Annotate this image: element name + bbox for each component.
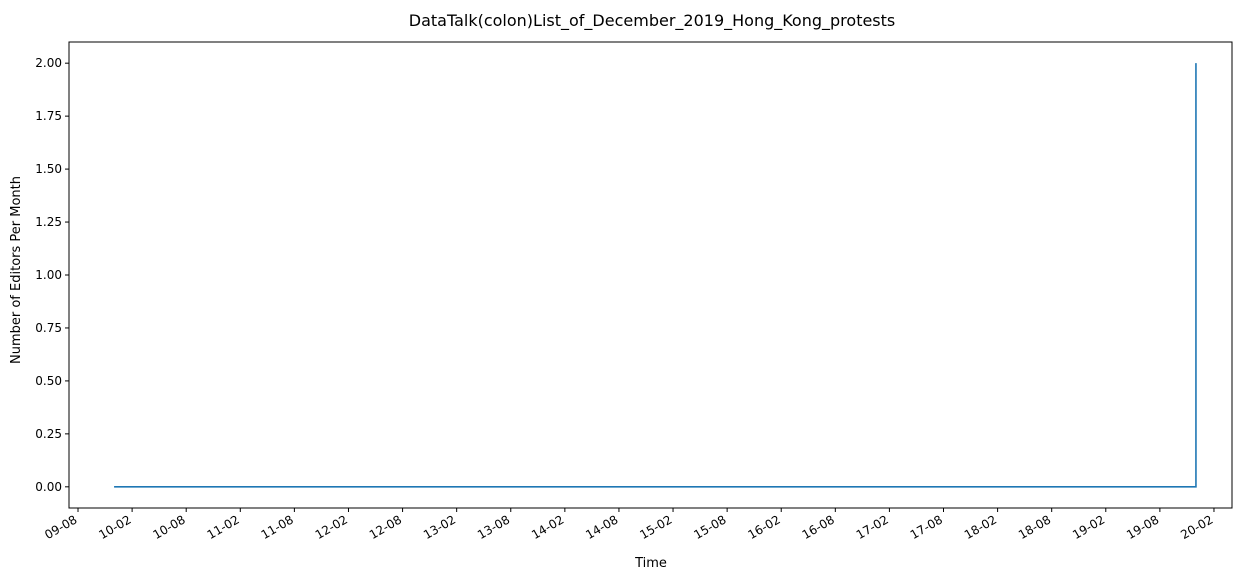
x-axis-label: Time (634, 556, 667, 571)
series-line (114, 63, 1197, 488)
chart-title: DataTalk(colon)List_of_December_2019_Hon… (409, 11, 896, 31)
y-axis-label: Number of Editors Per Month (9, 176, 24, 364)
y-tick-label: 0.00 (35, 480, 62, 494)
y-tick-label: 1.50 (35, 162, 62, 176)
y-tick-label: 1.75 (35, 109, 62, 123)
y-tick-label: 1.25 (35, 215, 62, 229)
y-tick-label: 0.25 (35, 427, 62, 441)
y-tick-label: 2.00 (35, 56, 62, 70)
y-tick-label: 1.00 (35, 268, 62, 282)
y-tick-label: 0.50 (35, 374, 62, 388)
y-tick-label: 0.75 (35, 321, 62, 335)
